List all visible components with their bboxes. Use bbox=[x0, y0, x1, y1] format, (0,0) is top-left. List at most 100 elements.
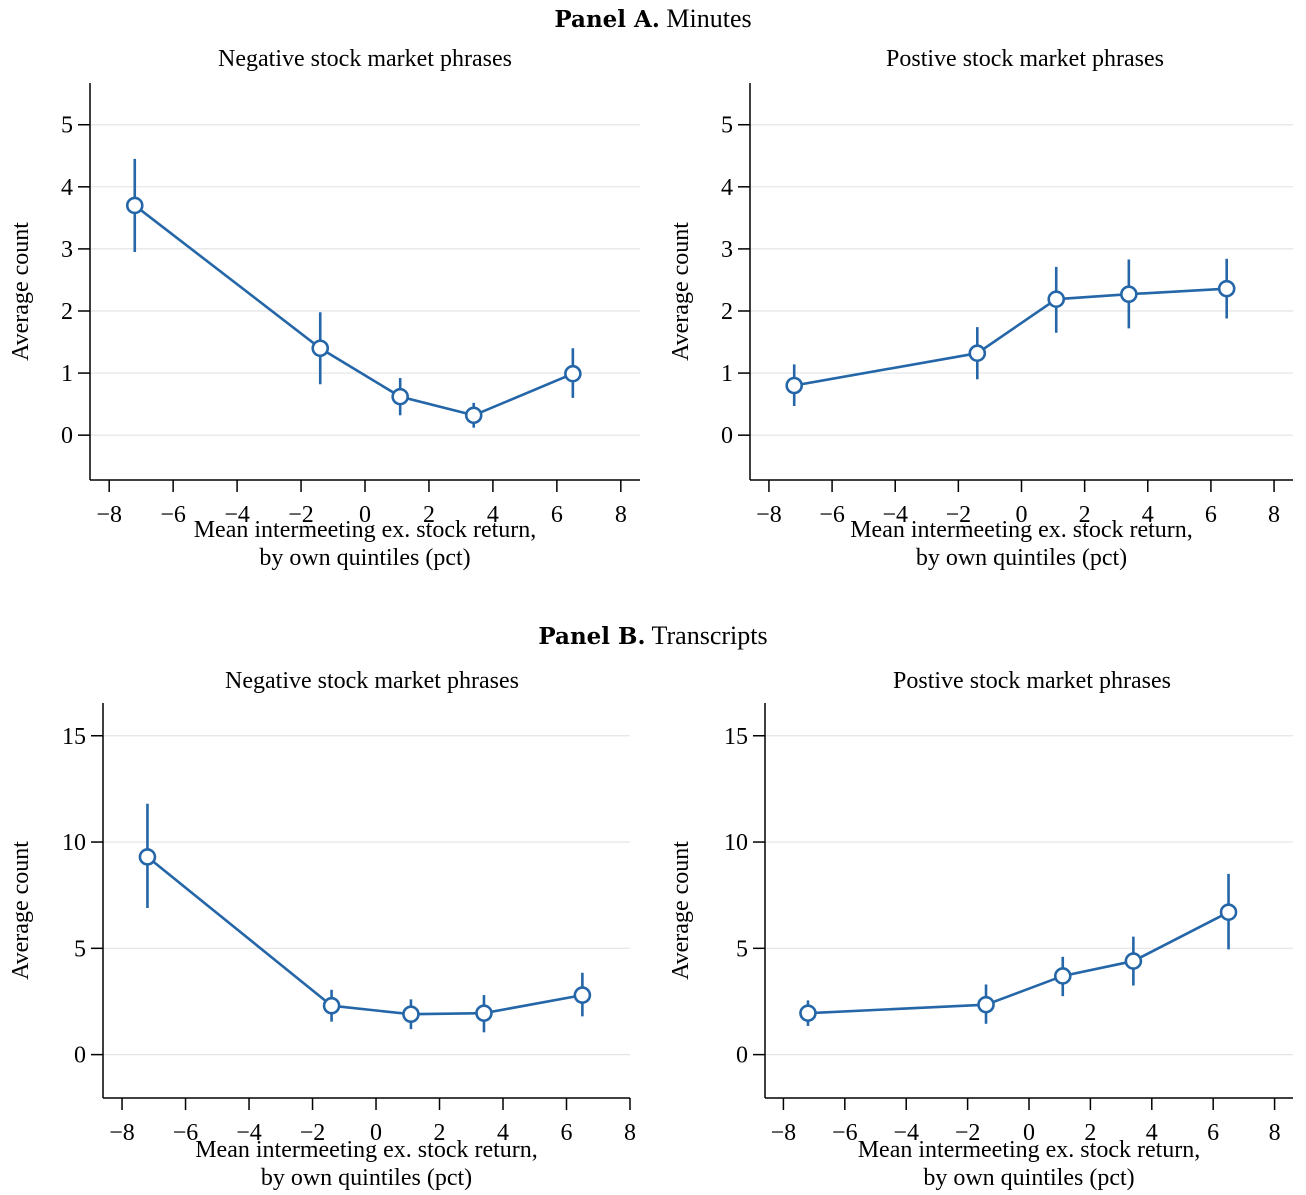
x-tick-label: 4 bbox=[1142, 502, 1154, 528]
data-point bbox=[402, 1005, 420, 1024]
y-axis-label: Average count bbox=[668, 222, 694, 361]
chart-minutes-positive: Postive stock market phrases 0 1 2 3 4 5 −8 −6 −4… bbox=[668, 46, 1293, 571]
x-tick-label: −4 bbox=[882, 502, 908, 528]
x-tick-label: −6 bbox=[832, 1120, 858, 1146]
x-axis-label: by own quintiles (pct) bbox=[923, 1165, 1134, 1191]
panel-a-title: Panel A. Minutes bbox=[0, 4, 1306, 34]
y-tick-label: 1 bbox=[61, 361, 73, 387]
data-point bbox=[1217, 279, 1236, 298]
series-line bbox=[133, 204, 574, 417]
data-point bbox=[1120, 285, 1138, 304]
data-point bbox=[564, 364, 582, 383]
x-axis-label: Mean intermeeting ex. stock return, bbox=[194, 517, 537, 543]
x-tick-label: 2 bbox=[1084, 1120, 1096, 1146]
x-tick-label: 0 bbox=[370, 1120, 382, 1146]
x-tick-label: 6 bbox=[561, 1120, 573, 1146]
panel-b-name: Transcripts bbox=[651, 621, 768, 650]
chart-title: Postive stock market phrases bbox=[886, 46, 1164, 72]
x-tick-label: −2 bbox=[946, 502, 972, 528]
y-tick-label: 10 bbox=[62, 830, 86, 856]
y-tick-label: 2 bbox=[721, 299, 733, 325]
chart-title: Negative stock market phrases bbox=[218, 46, 512, 72]
x-axis-label: by own quintiles (pct) bbox=[261, 1165, 472, 1191]
x-tick-label: 8 bbox=[1268, 502, 1280, 528]
series-line bbox=[793, 287, 1227, 387]
data-point bbox=[464, 406, 483, 425]
x-tick-label: 6 bbox=[1205, 502, 1217, 528]
data-point bbox=[138, 848, 157, 866]
x-axis-label: Mean intermeeting ex. stock return, bbox=[858, 1137, 1201, 1163]
data-point bbox=[475, 1004, 493, 1022]
data-point bbox=[391, 387, 409, 406]
panel-a-name: Minutes bbox=[666, 4, 752, 33]
chart-transcripts-negative: Negative stock market phrases 0 5 10 15 −8 −6 −… bbox=[8, 668, 636, 1191]
x-tick-label: −4 bbox=[236, 1120, 262, 1146]
y-tick-label: 15 bbox=[62, 724, 86, 750]
x-tick-label: 4 bbox=[497, 1120, 509, 1146]
x-tick-label: −8 bbox=[771, 1120, 797, 1146]
y-tick-label: 0 bbox=[74, 1043, 86, 1069]
x-tick-label: 0 bbox=[359, 502, 371, 528]
y-tick-label: 5 bbox=[61, 113, 73, 139]
y-axis-label: Average count bbox=[8, 841, 34, 980]
y-tick-label: 4 bbox=[721, 175, 733, 201]
panel-b-title: Panel B. Transcripts bbox=[0, 621, 1306, 651]
data-point bbox=[968, 344, 987, 363]
y-axis-label: Average count bbox=[8, 222, 34, 361]
y-tick-label: 5 bbox=[736, 936, 748, 962]
chart-minutes-negative: Negative stock market phrases 0 1 2 3 4 5 −8 −6 −… bbox=[8, 46, 640, 571]
x-tick-label: 0 bbox=[1016, 502, 1028, 528]
x-axis-label: by own quintiles (pct) bbox=[259, 545, 470, 571]
y-tick-label: 0 bbox=[721, 423, 733, 449]
x-tick-label: −2 bbox=[300, 1120, 326, 1146]
data-point bbox=[1047, 290, 1066, 308]
data-point bbox=[573, 986, 592, 1004]
x-tick-label: −8 bbox=[756, 502, 782, 528]
x-tick-label: 2 bbox=[434, 1120, 446, 1146]
x-tick-label: −8 bbox=[109, 1120, 135, 1146]
y-axis-label: Average count bbox=[668, 841, 694, 980]
x-tick-label: 6 bbox=[551, 502, 563, 528]
x-tick-label: 8 bbox=[615, 502, 627, 528]
x-tick-label: −4 bbox=[893, 1120, 919, 1146]
data-point bbox=[785, 376, 803, 395]
y-tick-label: 2 bbox=[61, 299, 73, 325]
y-tick-label: 1 bbox=[721, 361, 733, 387]
x-tick-label: 6 bbox=[1207, 1120, 1219, 1146]
chart-transcripts-positive: Postive stock market phrases 0 5 10 15 −8 −6 −4… bbox=[668, 668, 1293, 1191]
data-point bbox=[1219, 903, 1238, 921]
data-point bbox=[1124, 952, 1143, 970]
x-tick-label: −4 bbox=[224, 502, 250, 528]
y-tick-label: 4 bbox=[61, 175, 73, 201]
x-tick-label: −2 bbox=[955, 1120, 981, 1146]
y-tick-label: 15 bbox=[724, 724, 748, 750]
x-tick-label: −6 bbox=[160, 502, 186, 528]
x-tick-label: 4 bbox=[487, 502, 499, 528]
x-axis-label: by own quintiles (pct) bbox=[916, 545, 1127, 571]
x-axis-label: Mean intermeeting ex. stock return, bbox=[195, 1137, 538, 1163]
x-axis-label: Mean intermeeting ex. stock return, bbox=[850, 517, 1193, 543]
data-point bbox=[125, 196, 144, 215]
series-line bbox=[146, 855, 583, 1016]
x-tick-label: −8 bbox=[96, 502, 122, 528]
x-tick-label: 2 bbox=[1079, 502, 1091, 528]
x-tick-label: −6 bbox=[819, 502, 845, 528]
chart-title: Postive stock market phrases bbox=[893, 668, 1171, 694]
y-tick-label: 0 bbox=[61, 423, 73, 449]
x-tick-label: −2 bbox=[288, 502, 314, 528]
panel-b-label: Panel B. bbox=[538, 623, 646, 650]
data-point bbox=[977, 995, 995, 1014]
x-tick-label: 0 bbox=[1023, 1120, 1035, 1146]
data-point bbox=[1053, 967, 1072, 985]
y-tick-label: 0 bbox=[736, 1043, 748, 1069]
data-point bbox=[311, 339, 330, 358]
data-point bbox=[322, 996, 341, 1015]
panel-a-label: Panel A. bbox=[554, 6, 660, 33]
y-tick-label: 5 bbox=[721, 113, 733, 139]
x-tick-label: 8 bbox=[624, 1120, 636, 1146]
x-tick-label: 8 bbox=[1269, 1120, 1281, 1146]
x-tick-label: −6 bbox=[173, 1120, 199, 1146]
chart-title: Negative stock market phrases bbox=[225, 668, 519, 694]
y-tick-label: 3 bbox=[721, 237, 733, 263]
y-tick-label: 3 bbox=[61, 237, 73, 263]
